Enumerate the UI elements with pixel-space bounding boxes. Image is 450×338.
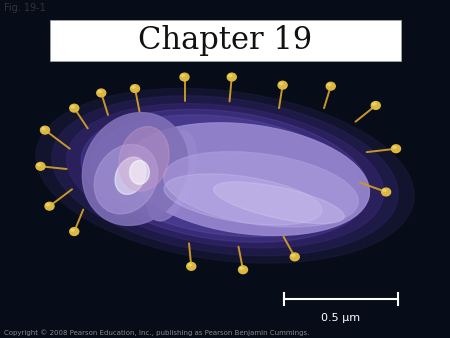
Ellipse shape [36, 89, 414, 263]
Ellipse shape [42, 128, 45, 130]
Ellipse shape [67, 103, 383, 248]
Text: Chapter 19: Chapter 19 [138, 25, 312, 56]
Ellipse shape [70, 104, 79, 112]
Ellipse shape [45, 202, 54, 210]
Ellipse shape [132, 86, 135, 88]
FancyBboxPatch shape [50, 20, 400, 61]
Ellipse shape [130, 161, 149, 184]
Ellipse shape [119, 126, 169, 191]
Ellipse shape [382, 188, 391, 196]
Ellipse shape [278, 81, 287, 89]
Ellipse shape [52, 96, 398, 256]
Ellipse shape [214, 182, 344, 224]
Ellipse shape [180, 73, 189, 81]
Ellipse shape [71, 229, 74, 231]
Ellipse shape [393, 146, 396, 148]
Ellipse shape [71, 106, 74, 108]
Ellipse shape [97, 89, 106, 97]
Ellipse shape [94, 144, 158, 214]
Ellipse shape [326, 82, 335, 90]
Ellipse shape [188, 264, 191, 266]
Ellipse shape [383, 190, 386, 192]
Ellipse shape [146, 131, 196, 221]
Text: Fig. 19-1: Fig. 19-1 [4, 3, 45, 14]
Ellipse shape [392, 145, 400, 152]
Ellipse shape [279, 83, 283, 85]
Ellipse shape [227, 73, 236, 81]
Ellipse shape [164, 174, 322, 225]
Ellipse shape [46, 204, 50, 206]
Ellipse shape [164, 151, 358, 227]
Ellipse shape [187, 262, 196, 270]
Ellipse shape [37, 164, 40, 166]
Ellipse shape [292, 255, 295, 257]
Ellipse shape [371, 101, 380, 110]
Text: Copyright © 2008 Pearson Education, Inc., publishing as Pearson Benjamin Cumming: Copyright © 2008 Pearson Education, Inc.… [4, 330, 309, 336]
Text: 0.5 μm: 0.5 μm [321, 313, 360, 323]
Ellipse shape [373, 103, 376, 105]
Ellipse shape [81, 109, 369, 242]
Ellipse shape [40, 126, 50, 134]
Ellipse shape [126, 123, 369, 236]
Ellipse shape [328, 84, 331, 86]
Ellipse shape [82, 113, 188, 225]
Ellipse shape [181, 75, 184, 77]
Ellipse shape [36, 163, 45, 170]
Ellipse shape [290, 253, 299, 261]
Ellipse shape [130, 85, 140, 93]
Ellipse shape [240, 267, 243, 269]
Ellipse shape [70, 228, 79, 235]
Ellipse shape [98, 91, 101, 93]
Ellipse shape [238, 266, 248, 274]
Ellipse shape [91, 115, 359, 237]
Ellipse shape [229, 75, 232, 77]
Ellipse shape [115, 157, 146, 194]
